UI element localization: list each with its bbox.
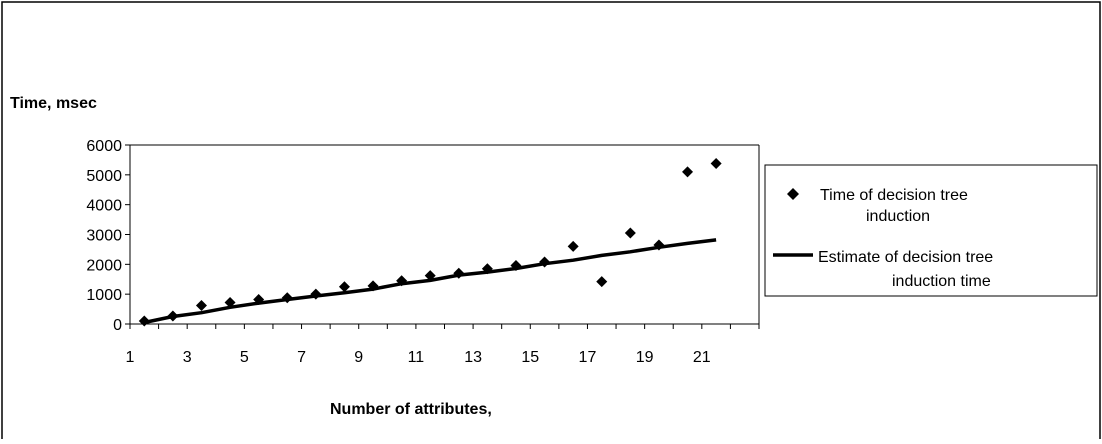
legend-label-points-line2: induction	[866, 208, 930, 225]
y-tick-label: 4000	[86, 198, 122, 215]
data-point	[253, 294, 265, 306]
data-point	[453, 267, 465, 279]
y-tick-label: 2000	[86, 257, 122, 274]
x-tick-label: 17	[579, 349, 597, 366]
data-point	[310, 288, 322, 300]
y-tick-label: 1000	[86, 287, 122, 304]
data-point	[567, 240, 579, 252]
data-point	[167, 310, 179, 322]
y-tick-labels: 0 1000 2000 3000 4000 5000 6000	[86, 138, 122, 334]
x-tick-label: 3	[183, 349, 192, 366]
data-point	[481, 263, 493, 275]
legend-box	[764, 164, 1098, 297]
data-point	[338, 281, 350, 293]
y-tick-label: 5000	[86, 168, 122, 185]
legend-diamond-marker	[787, 188, 799, 200]
data-point	[682, 166, 694, 178]
x-tick-label: 15	[521, 349, 539, 366]
legend-label-line-line2: induction time	[892, 273, 991, 290]
y-tick-label: 3000	[86, 228, 122, 245]
y-tick-label: 6000	[86, 138, 122, 155]
x-tick-label: 19	[636, 349, 654, 366]
x-tick-label: 21	[693, 349, 711, 366]
axes	[125, 144, 760, 329]
x-tick-labels: 1 3 5 7 9 11 13 15 17 19 21	[126, 349, 711, 366]
x-tick-label: 11	[408, 349, 425, 366]
x-axis-title: Number of attributes,	[330, 401, 492, 418]
x-tick-label: 7	[297, 349, 306, 366]
x-tick-label: 5	[240, 349, 249, 366]
data-point	[596, 276, 608, 288]
legend-label-points-line1: Time of decision tree	[820, 187, 968, 204]
data-point	[367, 280, 379, 292]
legend: Time of decision tree induction Estimate…	[764, 164, 1098, 297]
y-tick-label: 0	[113, 317, 122, 334]
time-points-series	[138, 157, 722, 327]
data-point	[195, 300, 207, 312]
data-point	[653, 239, 665, 251]
data-point	[224, 297, 236, 309]
legend-label-line-line1: Estimate of decision tree	[818, 249, 993, 266]
data-point	[539, 256, 551, 268]
data-point	[624, 227, 636, 239]
data-point	[510, 260, 522, 272]
data-point	[710, 157, 722, 169]
data-point	[281, 292, 293, 304]
x-tick-label: 1	[126, 349, 135, 366]
data-point	[138, 315, 150, 327]
x-tick-label: 13	[464, 349, 482, 366]
data-point	[424, 270, 436, 282]
x-tick-label: 9	[354, 349, 363, 366]
y-axis-title: Time, msec	[10, 95, 97, 112]
data-point	[396, 275, 408, 287]
